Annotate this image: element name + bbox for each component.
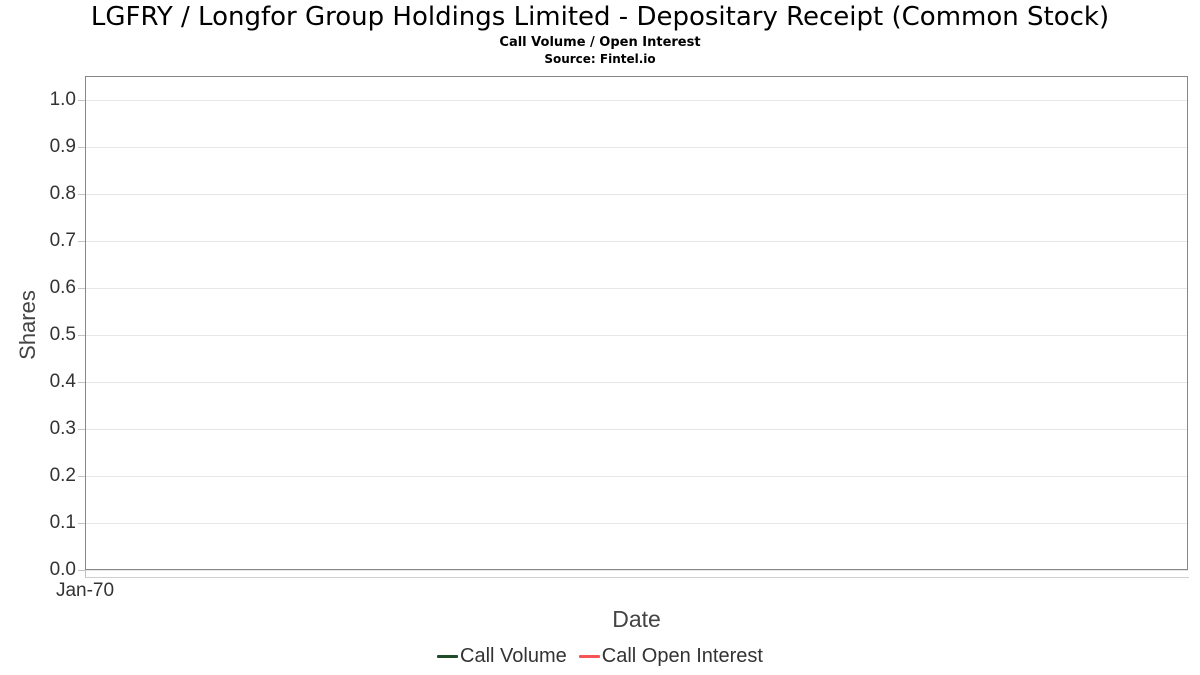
gridline-y-0.7 (85, 241, 1188, 242)
chart-title: LGFRY / Longfor Group Holdings Limited -… (90, 2, 1110, 32)
y-tick-label-1.0: 1.0 (49, 89, 76, 110)
gridline-y-0.4 (85, 382, 1188, 383)
legend-label: Call Open Interest (601, 645, 763, 667)
gridline-y-0.6 (85, 288, 1188, 289)
gridline-y-0.0 (85, 570, 1188, 571)
y-tick-mark-1.0 (78, 100, 85, 101)
x-tick-label: Jan-70 (55, 580, 115, 601)
y-tick-mark-0.9 (78, 147, 85, 148)
x-axis-title: Date (612, 606, 661, 632)
gridline-y-1.0 (85, 100, 1188, 101)
x-axis-line (85, 577, 1189, 578)
y-tick-label-0.1: 0.1 (49, 512, 76, 533)
chart-source-label: Source: Fintel.io (544, 52, 656, 66)
y-tick-label-0.9: 0.9 (49, 136, 76, 157)
gridline-y-0.3 (85, 429, 1188, 430)
y-tick-mark-0.0 (78, 570, 85, 571)
y-tick-mark-0.8 (78, 194, 85, 195)
y-axis-title: Shares (15, 290, 40, 360)
x-tick-mark (85, 570, 86, 578)
gridline-y-0.9 (85, 147, 1188, 148)
y-tick-mark-0.4 (78, 382, 85, 383)
y-tick-mark-0.7 (78, 241, 85, 242)
legend-swatch-icon (578, 655, 600, 658)
gridline-y-0.2 (85, 476, 1188, 477)
legend: Call Volume Call Open Interest (0, 645, 1200, 668)
y-tick-label-0.3: 0.3 (49, 418, 76, 439)
y-tick-mark-0.5 (78, 335, 85, 336)
gridline-y-0.8 (85, 194, 1188, 195)
y-tick-label-0.4: 0.4 (49, 371, 76, 392)
y-tick-label-0.0: 0.0 (49, 559, 76, 580)
y-tick-label-0.5: 0.5 (49, 324, 76, 345)
y-tick-mark-0.3 (78, 429, 85, 430)
gridline-y-0.1 (85, 523, 1188, 524)
y-tick-label-0.8: 0.8 (49, 183, 76, 204)
y-tick-label-0.2: 0.2 (49, 465, 76, 486)
gridline-y-0.5 (85, 335, 1188, 336)
plot-area (85, 76, 1188, 570)
legend-label: Call Volume (460, 645, 567, 667)
chart-subtitle: Call Volume / Open Interest (499, 35, 701, 50)
y-tick-label-0.7: 0.7 (49, 230, 76, 251)
y-tick-label-0.6: 0.6 (49, 277, 76, 298)
y-tick-mark-0.2 (78, 476, 85, 477)
legend-swatch-icon (437, 655, 459, 658)
legend-item-call-open-interest[interactable]: Call Open Interest (578, 645, 763, 668)
legend-item-call-volume[interactable]: Call Volume (437, 645, 567, 668)
y-tick-mark-0.1 (78, 523, 85, 524)
y-tick-mark-0.6 (78, 288, 85, 289)
